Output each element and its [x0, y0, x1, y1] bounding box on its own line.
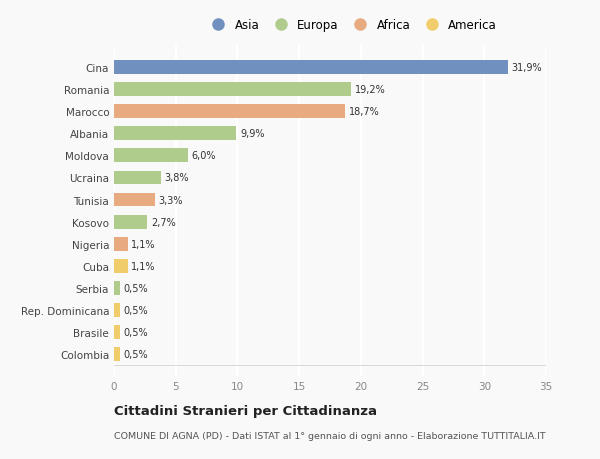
Text: 1,1%: 1,1%	[131, 239, 156, 249]
Text: 0,5%: 0,5%	[124, 283, 148, 293]
Bar	[114, 61, 508, 75]
Text: 1,1%: 1,1%	[131, 261, 156, 271]
Text: 18,7%: 18,7%	[349, 107, 379, 117]
Text: 0,5%: 0,5%	[124, 350, 148, 359]
Bar	[114, 347, 120, 361]
Bar	[114, 193, 155, 207]
Text: 0,5%: 0,5%	[124, 327, 148, 337]
Text: 3,3%: 3,3%	[158, 195, 183, 205]
Text: 31,9%: 31,9%	[511, 63, 542, 73]
Bar	[114, 281, 120, 295]
Bar	[114, 83, 351, 97]
Bar	[114, 237, 128, 251]
Bar	[114, 171, 161, 185]
Text: COMUNE DI AGNA (PD) - Dati ISTAT al 1° gennaio di ogni anno - Elaborazione TUTTI: COMUNE DI AGNA (PD) - Dati ISTAT al 1° g…	[114, 431, 545, 441]
Text: 0,5%: 0,5%	[124, 305, 148, 315]
Bar	[114, 325, 120, 339]
Bar	[114, 127, 236, 141]
Bar	[114, 149, 188, 163]
Text: 6,0%: 6,0%	[192, 151, 216, 161]
Legend: Asia, Europa, Africa, America: Asia, Europa, Africa, America	[206, 19, 497, 32]
Text: 19,2%: 19,2%	[355, 85, 385, 95]
Bar	[114, 105, 345, 119]
Bar	[114, 303, 120, 317]
Text: 3,8%: 3,8%	[164, 173, 189, 183]
Text: 2,7%: 2,7%	[151, 217, 176, 227]
Bar	[114, 215, 148, 229]
Bar	[114, 259, 128, 273]
Text: Cittadini Stranieri per Cittadinanza: Cittadini Stranieri per Cittadinanza	[114, 404, 377, 417]
Text: 9,9%: 9,9%	[240, 129, 265, 139]
